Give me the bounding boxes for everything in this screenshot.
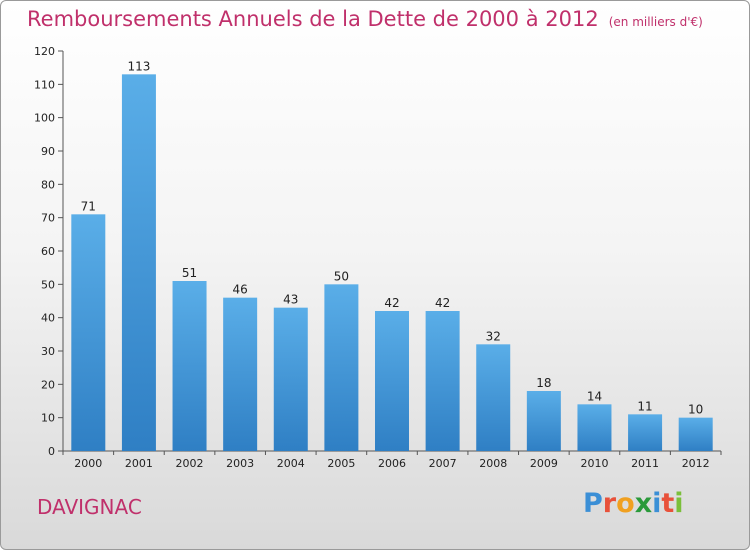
value-label: 42 [435,296,450,310]
value-label: 42 [384,296,399,310]
bar [526,391,561,451]
y-tick-label: 0 [48,445,55,458]
x-tick-label: 2011 [631,457,659,470]
value-label: 71 [81,199,96,213]
y-tick-label: 100 [34,112,55,125]
unit-subtitle: (en milliers d'€) [608,15,703,29]
value-label: 51 [182,266,197,280]
x-tick-label: 2000 [74,457,102,470]
y-tick-label: 70 [41,212,55,225]
y-tick-label: 110 [34,78,55,91]
logo-letter: o [616,488,635,519]
x-tick-labels: 2000 2001 2002 2003 2004 2005 2006 2007 2008 2009… [74,457,709,470]
x-tick-label: 2003 [226,457,254,470]
value-label: 50 [334,269,349,283]
value-label: 18 [536,376,551,390]
value-label: 43 [283,293,298,307]
bar [678,417,713,451]
bar [324,284,359,451]
x-tick-label: 2012 [682,457,710,470]
value-label: 11 [637,399,652,413]
value-label: 46 [233,283,248,297]
logo-letter: x [634,488,653,519]
bar [223,297,258,451]
value-label: 113 [127,59,150,73]
y-tick-label: 50 [41,278,55,291]
bar [273,307,308,451]
value-label: 32 [486,329,501,343]
bar [476,344,511,451]
proxiti-logo: Proxiti [583,488,684,519]
y-tick-label: 60 [41,245,55,258]
bar [375,311,409,451]
y-tick-label: 10 [41,412,55,425]
bar [121,74,156,451]
logo-letter: t [661,488,675,519]
value-labels: 71 113 51 46 43 50 42 42 32 18 14 11 10 [81,59,704,416]
y-tick-label: 40 [41,312,55,325]
x-tick-label: 2009 [530,457,558,470]
y-tick-label: 20 [41,378,55,391]
bars [71,74,713,451]
y-tick-label: 120 [34,45,55,58]
commune-name: DAVIGNAC [37,495,142,519]
bar [71,214,106,451]
x-tick-label: 2007 [429,457,457,470]
chart-title: Remboursements Annuels de la Dette de 20… [27,7,703,31]
x-tick-label: 2010 [580,457,608,470]
logo-letter: i [652,488,662,519]
y-tick-label: 30 [41,345,55,358]
bar [425,311,460,451]
title-text: Remboursements Annuels de la Dette de 20… [27,7,599,31]
bar [577,404,612,451]
x-tick-label: 2008 [479,457,507,470]
logo-letter: P [583,488,603,519]
x-tick-label: 2005 [327,457,355,470]
y-tick-label: 80 [41,178,55,191]
value-label: 14 [587,389,602,403]
x-tick-label: 2001 [125,457,153,470]
x-tick-label: 2004 [277,457,305,470]
logo-letter: r [602,488,617,519]
x-tick-label: 2002 [176,457,204,470]
bar [172,281,207,451]
bar [628,414,663,451]
y-tick-labels: 0 10 20 30 40 50 60 70 80 90 100 110 120 [34,45,55,458]
value-label: 10 [688,403,703,417]
x-tick-label: 2006 [378,457,406,470]
logo-letter: i [674,488,684,519]
y-tick-label: 90 [41,145,55,158]
